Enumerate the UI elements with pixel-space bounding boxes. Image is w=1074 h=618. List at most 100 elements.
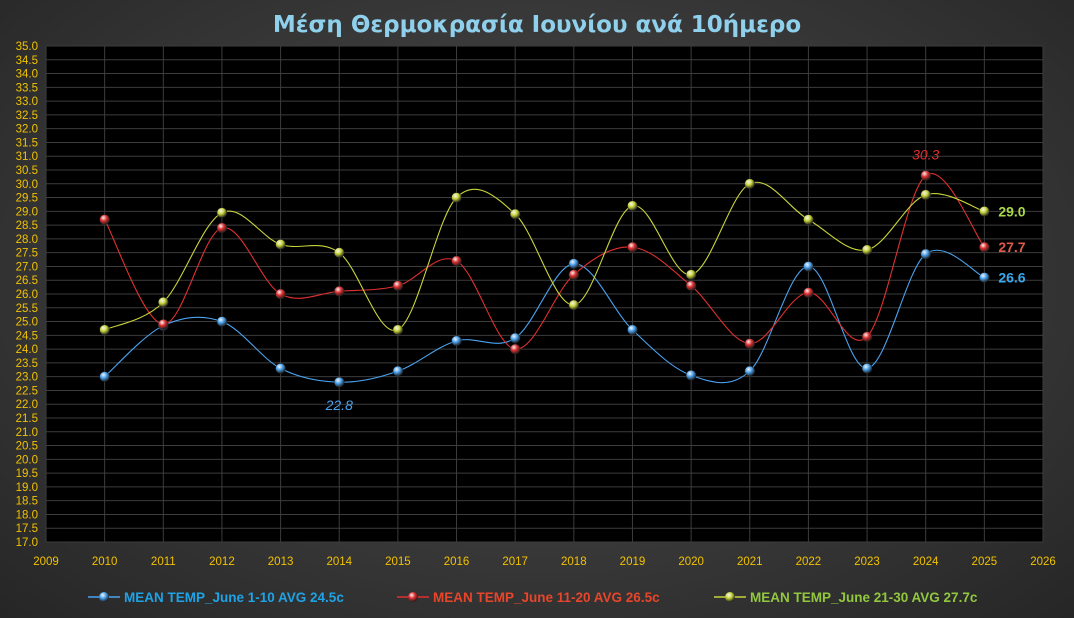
data-point [333,285,345,297]
legend[interactable]: MEAN TEMP_June 1-10 AVG 24.5c MEAN TEMP_J… [88,590,978,605]
data-label: 26.6 [998,269,1025,285]
y-tick-label: 34.5 [16,55,38,67]
y-tick-label: 17.5 [16,523,38,535]
y-tick-label: 19.0 [16,482,38,494]
y-tick-label: 23.0 [16,372,38,384]
data-point [920,248,931,260]
data-point [392,280,404,291]
data-point [216,316,228,327]
x-tick-label: 2016 [444,556,470,568]
y-tick-label: 31.5 [16,137,38,149]
data-labels: 22.8 26.6 30.3 27.7 29.0 [325,147,1026,414]
data-label: 22.8 [325,397,353,413]
x-tick-label: 2022 [796,556,822,568]
data-point [333,247,345,258]
y-tick-label: 26.5 [16,275,38,287]
y-tick-label: 18.5 [16,496,38,508]
legend-marker [99,592,109,602]
x-tick-label: 2019 [620,556,646,568]
y-tick-label: 18.0 [16,509,38,521]
y-tick-label: 33.5 [16,82,38,94]
data-label: 29.0 [998,203,1025,219]
x-tick-label: 2026 [1030,556,1056,568]
y-tick-label: 29.5 [16,193,38,205]
data-point [627,324,638,336]
data-point [979,241,990,253]
y-tick-label: 29.0 [16,206,38,218]
y-tick-label: 24.5 [16,330,38,342]
y-tick-label: 33.0 [16,96,38,108]
y-tick-label: 32.5 [16,110,38,122]
legend-marker [408,592,418,602]
data-point [920,170,931,181]
data-point [509,343,521,355]
data-point [803,287,814,298]
legend-label: MEAN TEMP_June 1-10 AVG 24.5c [124,590,344,605]
y-tick-label: 27.5 [16,248,38,260]
y-tick-label: 25.5 [16,303,38,315]
data-point [568,299,580,311]
data-point [627,200,638,212]
legend-item-3[interactable]: MEAN TEMP_June 21-30 AVG 27.7c [714,590,978,605]
data-point [744,365,756,377]
data-point [333,376,345,388]
legend-item-2[interactable]: MEAN TEMP_June 11-20 AVG 26.5c [397,590,660,605]
data-label: 27.7 [998,239,1025,255]
data-point [392,324,404,336]
data-point [803,261,814,272]
data-point [216,222,228,234]
x-tick-label: 2025 [972,556,998,568]
y-tick-label: 30.5 [16,165,38,177]
x-tick-label: 2011 [151,556,176,568]
data-point [685,280,697,291]
data-point [99,324,110,336]
series-markers [99,170,990,388]
y-tick-label: 28.0 [16,234,38,246]
legend-item-1[interactable]: MEAN TEMP_June 1-10 AVG 24.5c [88,590,344,605]
y-tick-label: 21.5 [16,413,38,425]
x-tick-label: 2014 [326,556,352,568]
y-tick-label: 32.0 [16,124,38,136]
data-point [568,258,580,269]
data-point [451,255,462,267]
y-tick-label: 28.5 [16,220,38,232]
data-point [920,189,931,201]
y-tick-label: 22.0 [16,399,38,411]
y-tick-label: 24.0 [16,344,38,356]
x-tick-label: 2012 [209,556,235,568]
x-tick-label: 2024 [913,556,939,568]
data-point [744,338,756,349]
y-tick-label: 20.5 [16,441,38,453]
y-tick-label: 17.0 [16,537,38,549]
x-tick-label: 2021 [737,556,763,568]
y-tick-label: 21.0 [16,427,38,439]
x-tick-label: 2015 [385,556,411,568]
data-point [392,365,404,377]
legend-label: MEAN TEMP_June 11-20 AVG 26.5c [433,590,660,605]
y-tick-label: 26.0 [16,289,38,301]
data-point [861,331,873,342]
data-point [744,178,756,190]
x-tick-label: 2023 [854,556,880,568]
data-point [979,272,990,283]
data-point [158,297,169,308]
data-point [803,214,814,225]
legend-marker [725,592,735,602]
data-label: 30.3 [912,147,939,163]
data-point [216,207,228,218]
data-point [509,332,521,344]
data-point [99,214,110,225]
data-point [979,206,990,217]
gridlines [45,45,1044,543]
y-tick-label: 35.0 [16,41,38,53]
data-point [861,363,873,374]
x-tick-label: 2010 [92,556,118,568]
x-tick-label: 2017 [502,556,528,568]
y-tick-label: 23.5 [16,358,38,370]
chart-title: Μέση Θερμοκρασία Ιουνίου ανά 10ήμερο [273,12,801,38]
data-point [275,239,286,250]
data-point [158,319,169,330]
y-tick-label: 22.5 [16,385,38,397]
